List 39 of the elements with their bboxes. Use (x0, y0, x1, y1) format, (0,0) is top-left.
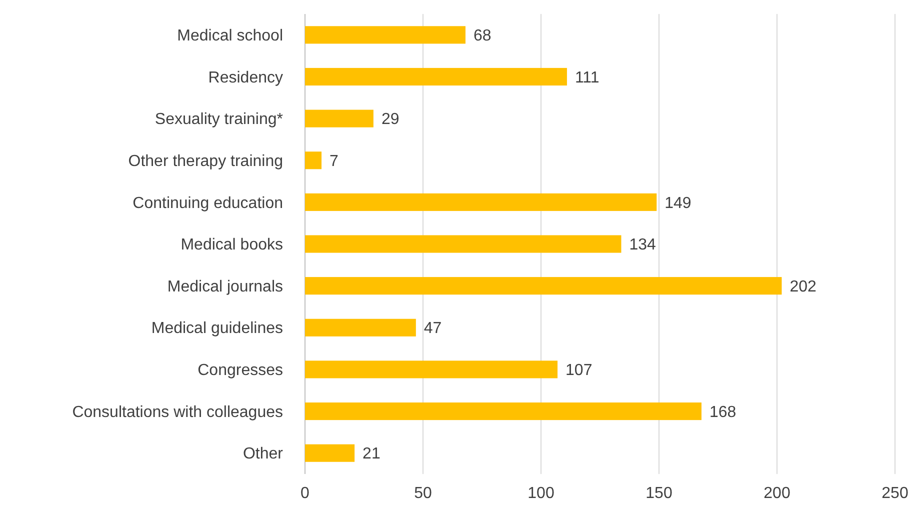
y-tick-label: Medical school (177, 28, 283, 45)
data-label: 7 (330, 152, 339, 170)
bar (305, 444, 355, 462)
y-tick-label: Medical journals (167, 278, 283, 296)
data-label: 68 (473, 28, 492, 45)
bar (305, 277, 782, 295)
data-label: 202 (790, 278, 817, 296)
data-label: 107 (566, 362, 592, 380)
bar (305, 26, 466, 44)
y-tick-label: Continuing education (132, 194, 283, 212)
bar (305, 110, 374, 128)
y-tick-label: Congresses (198, 362, 283, 380)
bar (305, 360, 558, 378)
y-tick-label: Medical books (180, 236, 283, 254)
x-tick-label: 200 (764, 485, 790, 502)
data-label: 29 (381, 111, 400, 128)
data-label: 21 (362, 446, 380, 463)
x-tick-label: 150 (646, 485, 672, 502)
bar (305, 152, 322, 170)
data-label: 149 (664, 194, 692, 212)
data-label: 111 (574, 69, 600, 86)
bar (305, 193, 657, 211)
y-tick-label: Consultations with colleagues (72, 404, 283, 421)
y-tick-label: Other therapy training (128, 152, 283, 170)
bar (305, 68, 567, 86)
x-tick-label: 50 (414, 485, 432, 502)
x-tick-label: 100 (528, 485, 554, 502)
bar (305, 402, 702, 420)
y-tick-label: Medical guidelines (151, 320, 283, 338)
y-tick-label: Other (242, 446, 284, 463)
y-tick-label: Sexuality training* (154, 111, 283, 128)
x-tick-label: 0 (300, 485, 310, 502)
data-label: 134 (629, 236, 656, 254)
bar (305, 318, 416, 336)
data-label: 168 (709, 404, 736, 421)
bar (305, 235, 622, 253)
x-tick-label: 250 (882, 485, 908, 502)
data-label: 47 (424, 320, 442, 338)
y-tick-label: Residency (208, 69, 283, 86)
